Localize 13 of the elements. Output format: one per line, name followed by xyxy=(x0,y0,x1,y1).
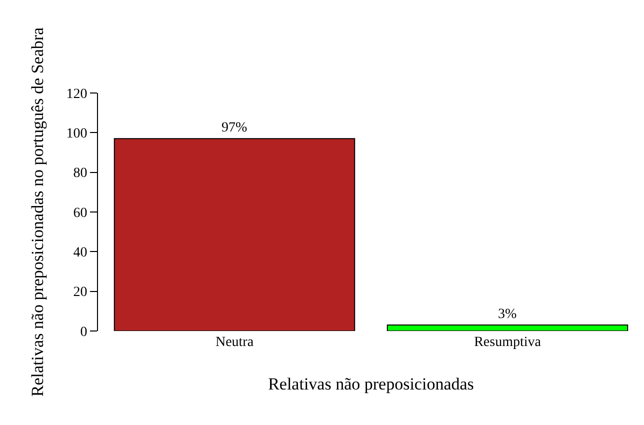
y-tick-label: 20 xyxy=(73,285,88,300)
x-tick-label: Neutra xyxy=(215,335,254,350)
y-tick-label: 40 xyxy=(73,246,88,261)
y-tick-label: 120 xyxy=(66,86,88,102)
y-tick-label: 100 xyxy=(66,126,88,142)
y-tick-label: 0 xyxy=(80,324,88,340)
y-tick-label: 80 xyxy=(73,166,88,182)
x-tick-label: Resumptiva xyxy=(474,335,542,350)
data-label: 3% xyxy=(498,307,517,322)
y-axis-title: Relativas não preposicionadas no português de Seabra xyxy=(28,26,47,397)
data-label: 97% xyxy=(222,120,248,136)
y-tick-label: 60 xyxy=(73,206,88,221)
x-axis-title: Relativas não preposicionadas xyxy=(268,374,474,394)
